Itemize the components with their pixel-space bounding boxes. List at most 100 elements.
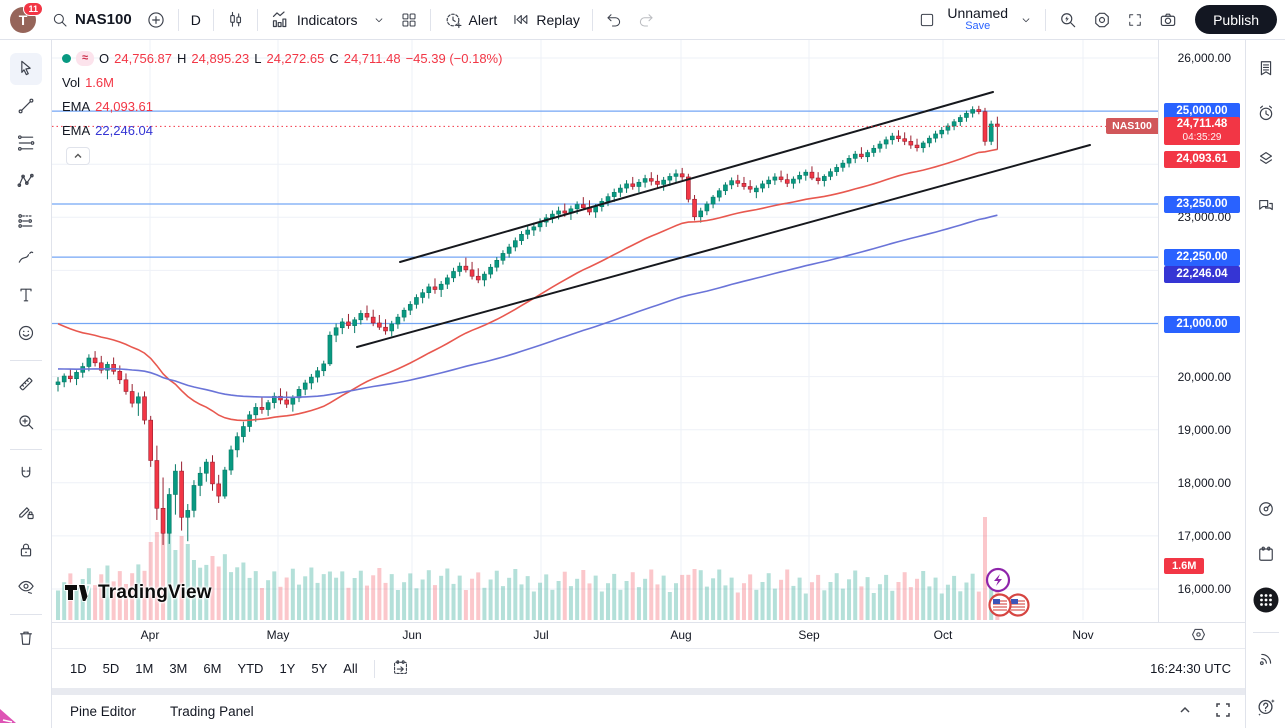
range-5y-button[interactable]: 5Y [303,656,335,681]
range-5d-button[interactable]: 5D [95,656,128,681]
ruler-icon [16,374,36,397]
chart-plot[interactable]: ≈ O 24,756.87 H 24,895.23 L 24,272.65 C 24,7… [52,40,1158,622]
symbol-search-button[interactable]: NAS100 [44,4,139,36]
indicators-icon [270,9,291,30]
screener-panel-button[interactable] [1250,494,1282,526]
object-tree-panel-button[interactable] [1250,143,1282,175]
indicator-pill: ≈ [76,50,95,66]
compare-layout-grid-button[interactable] [393,4,425,36]
replay-button[interactable]: Replay [504,4,587,36]
help-icon [1255,695,1277,720]
range-1y-button[interactable]: 1Y [271,656,303,681]
help-panel-button[interactable] [1250,691,1282,723]
range-all-button[interactable]: All [335,656,365,681]
layout-select-button[interactable] [911,4,943,36]
text-tool-button[interactable] [10,280,42,312]
symbol-legend-row[interactable]: ≈ O 24,756.87 H 24,895.23 L 24,272.65 C 24,7… [62,46,502,70]
calendar-panel-button[interactable] [1250,539,1282,571]
high-label: H [177,50,187,66]
earnings-lightning-icon[interactable] [985,567,1011,593]
chart-legend: ≈ O 24,756.87 H 24,895.23 L 24,272.65 C 24,7… [62,46,502,142]
quick-search-icon [1058,10,1078,30]
ema-slow-label: EMA [62,122,91,138]
drawing-mode-lock-tool-button[interactable] [10,497,42,529]
parallel-channel-drawing[interactable] [356,91,1091,348]
broadcast-panel-button[interactable] [1250,644,1282,676]
magnet-tool-button[interactable] [10,459,42,491]
apps-panel-button[interactable] [1250,585,1282,617]
add-symbol-button[interactable] [139,4,173,36]
panel-divider [0,688,1285,695]
economic-event-flag-icon[interactable] [1006,593,1030,617]
emoji-tool-button[interactable] [10,318,42,350]
event-markers[interactable] [985,567,1030,617]
legend-collapse-button[interactable] [66,147,90,165]
pine-editor-tab[interactable]: Pine Editor [70,704,137,719]
trading-panel-tab[interactable]: Trading Panel [170,704,254,719]
ema-fast-line[interactable] [57,148,998,422]
panel-expand-chevron-button[interactable] [1177,702,1193,721]
publish-button[interactable]: Publish [1195,5,1277,34]
brush-tool-button[interactable] [10,243,42,275]
tradingview-logo[interactable]: TradingView [64,582,212,604]
price-axis[interactable]: 26,000.00 23,000.00 20,000.00 19,000.00 18,0… [1158,40,1245,622]
chat-panel-button[interactable] [1250,191,1282,223]
range-ytd-button[interactable]: YTD [229,656,271,681]
ema-slow-line[interactable] [57,214,998,399]
range-3m-button[interactable]: 3M [161,656,195,681]
toolbar-divider [1253,632,1279,633]
range-1m-button[interactable]: 1M [127,656,161,681]
volume-legend-row[interactable]: Vol 1.6M [62,70,502,94]
layout-square-icon [918,11,936,29]
layout-menu-chevron[interactable] [1012,4,1040,36]
ema-slow-legend-row[interactable]: EMA 22,246.04 [62,118,502,142]
indicators-button[interactable]: Indicators [263,4,365,36]
redo-button[interactable] [630,4,662,36]
divider [373,659,375,678]
go-to-date-button[interactable] [383,653,418,685]
chat-icon [1256,196,1276,219]
alert-button[interactable]: Alert [436,4,505,36]
quick-search-button[interactable] [1051,4,1085,36]
emoji-icon [16,323,36,346]
price-badge: 23,250.00 [1164,196,1240,214]
top-toolbar: T 11 NAS100 D Indicators Alert [0,0,1285,40]
xabcd-pattern-tool-button[interactable] [10,166,42,198]
chart-type-button[interactable] [219,4,252,36]
indicator-templates-chevron[interactable] [365,4,393,36]
hide-drawings-tool-button[interactable] [10,572,42,604]
fib-retracement-tool-button[interactable] [10,128,42,160]
replay-icon [511,10,530,29]
divider [177,8,179,31]
gear-icon [1092,10,1112,30]
close-label: C [329,50,339,66]
ruler-tool-button[interactable] [10,369,42,401]
screenshot-button[interactable] [1151,4,1185,36]
user-avatar[interactable]: T 11 [10,1,43,33]
undo-button[interactable] [598,4,630,36]
trend-line-tool-button[interactable] [10,91,42,123]
price-tick: 26,000.00 [1177,51,1231,65]
fullscreen-button[interactable] [1119,4,1151,36]
time-axis[interactable]: Apr May Jun Jul Aug Sep Oct Nov [52,622,1245,648]
layout-name-button[interactable]: Unnamed Save [943,6,1012,32]
panel-maximize-button[interactable] [1215,702,1231,721]
ema-fast-legend-row[interactable]: EMA 24,093.61 [62,94,502,118]
cursor-tool-button[interactable] [10,53,42,85]
zoom-in-tool-button[interactable] [10,407,42,439]
economic-event-flag-icon[interactable] [988,593,1012,617]
alerts-panel-button[interactable] [1250,98,1282,130]
price-tick: 20,000.00 [1177,369,1231,384]
prediction-tool-button[interactable] [10,206,42,238]
volume-bars [56,517,1000,620]
watchlist-panel-button[interactable] [1250,53,1282,85]
interval-button[interactable]: D [184,4,208,36]
remove-objects-tool-button[interactable] [10,623,42,655]
clock-utc[interactable]: 16:24:30 UTC [1150,661,1231,676]
range-1d-button[interactable]: 1D [62,656,95,681]
axis-settings-gear-icon[interactable] [1190,626,1207,648]
settings-button[interactable] [1085,4,1119,36]
range-6m-button[interactable]: 6M [195,656,229,681]
lock-all-tool-button[interactable] [10,535,42,567]
month-tick: Jul [533,628,549,642]
